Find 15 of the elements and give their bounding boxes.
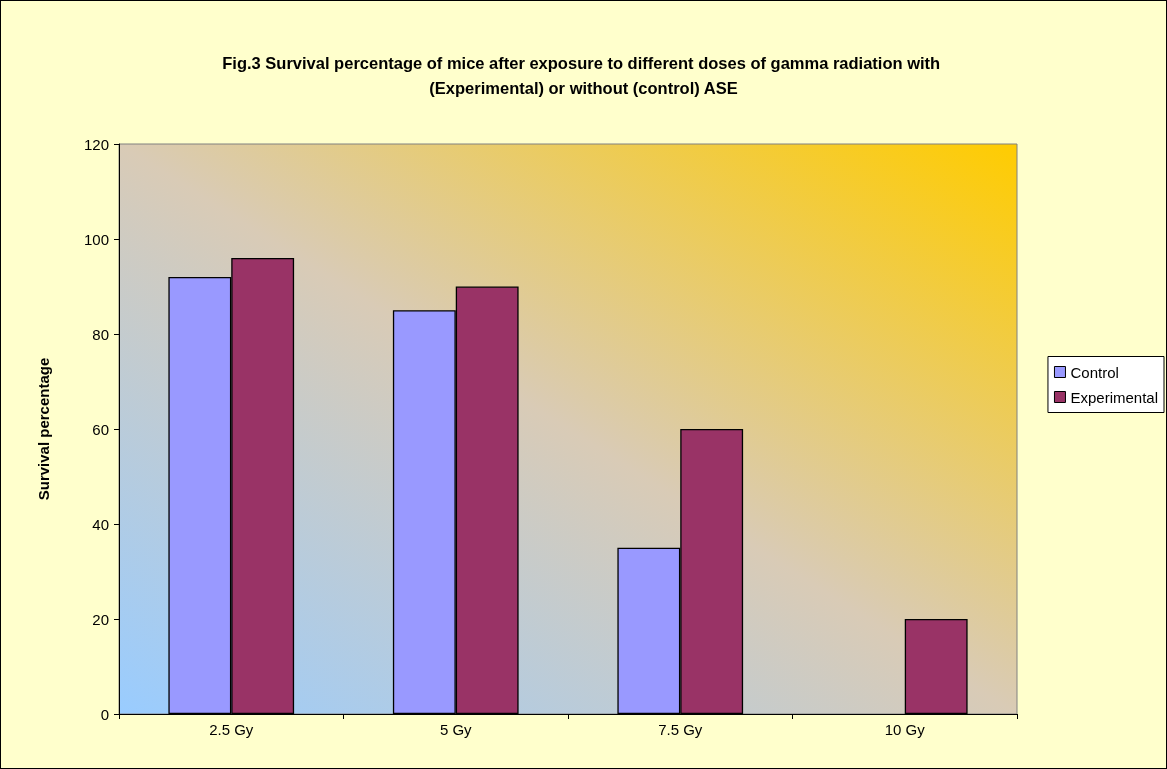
x-tick-label: 10 Gy xyxy=(884,721,926,738)
x-tick-label: 5 Gy xyxy=(439,721,473,738)
x-tick-label: 2.5 Gy xyxy=(209,721,254,738)
y-tick-label: 40 xyxy=(92,515,109,533)
legend-label: Control xyxy=(1070,363,1119,381)
y-axis-title: Survival percentage xyxy=(35,357,52,501)
chart-title: Fig.3 Survival percentage of mice after exposure to different doses of gamma radiation with (Experimental) or without (control) ASE xyxy=(222,53,945,97)
x-tick-label: 7.5 Gy xyxy=(658,721,703,738)
y-tick-label: 0 xyxy=(100,705,109,723)
legend-label: Experimental xyxy=(1070,388,1159,406)
y-tick-label: 120 xyxy=(83,135,109,153)
y-tick-label: 100 xyxy=(83,230,109,248)
y-tick-label: 80 xyxy=(92,325,109,343)
y-tick-label: 20 xyxy=(92,610,109,628)
y-tick-label: 60 xyxy=(92,420,109,438)
